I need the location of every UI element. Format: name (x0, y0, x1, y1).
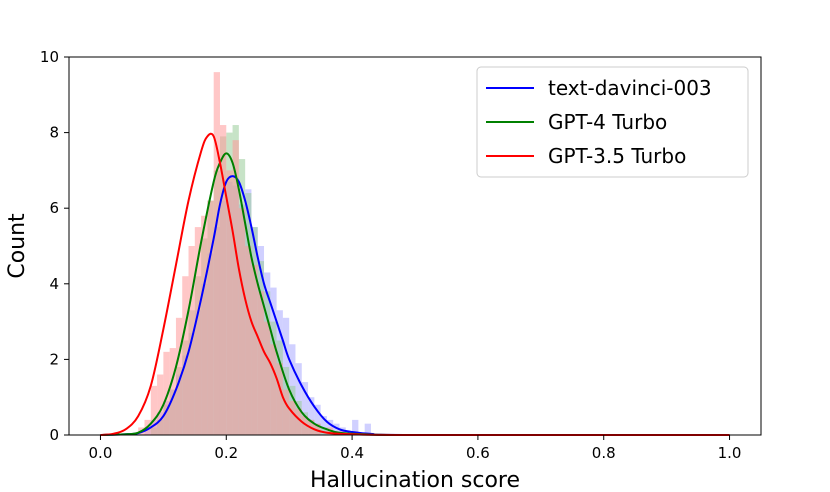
hist-bar-s0-33 (364, 423, 371, 435)
y-tick-label-2: 4 (49, 275, 59, 293)
hist-bar-s0-25 (301, 382, 309, 435)
hist-bar-s2-21 (270, 344, 277, 435)
legend-box (476, 66, 749, 178)
kde-curves (100, 132, 730, 437)
hist-bar-s0-32 (352, 419, 359, 435)
hist-bar-s2-4 (163, 351, 170, 435)
hist-bar-s0-26 (308, 397, 315, 435)
legend-label-0: text-davinci-003 (548, 76, 712, 100)
hist-bar-s2-28 (314, 423, 321, 435)
x-axis-title: Hallucination score (310, 468, 520, 492)
y-axis-ticks: 0 2 4 6 8 10 (40, 48, 69, 444)
hist-bar-s2-25 (295, 408, 302, 435)
hist-bar-s2-10 (201, 215, 208, 435)
hist-bar-s2-16 (238, 208, 246, 435)
hist-bar-s2-17 (245, 246, 252, 435)
hist-bar-s2-24 (289, 400, 296, 435)
hist-bar-s2-2 (150, 385, 158, 435)
x-tick-label-5: 1.0 (718, 444, 742, 462)
hist-bar-s0-28 (320, 416, 327, 435)
y-tick-label-3: 6 (49, 199, 59, 217)
hist-bar-s2-23 (282, 389, 290, 435)
hist-bar-s2-20 (264, 321, 271, 435)
legend-label-1: GPT-4 Turbo (548, 110, 667, 134)
y-tick-label-0: 0 (49, 426, 59, 444)
hist-bar-s0-27 (314, 404, 321, 435)
hist-bar-s0-24 (295, 363, 302, 435)
y-tick-label-4: 8 (49, 124, 59, 142)
legend: text-davinci-003 GPT-4 Turbo GPT-3.5 Turbo (476, 66, 749, 178)
x-tick-label-1: 0.2 (214, 444, 238, 462)
hist-bar-s0-30 (333, 423, 340, 435)
hist-bar-s2-9 (194, 227, 202, 435)
y-tick-label-5: 10 (40, 48, 59, 66)
x-tick-label-4: 0.8 (592, 444, 616, 462)
hist-bar-s2-12 (213, 72, 220, 436)
hist-bar-s2-13 (219, 125, 227, 435)
hist-bar-s2-7 (182, 276, 189, 435)
kde-line-1 (100, 152, 730, 437)
hist-bar-s2-14 (226, 170, 233, 435)
kde-line-0 (100, 175, 730, 437)
y-axis-title: Count (5, 213, 30, 279)
plot-area-frame (68, 56, 762, 436)
x-axis-ticks: 0.0 0.2 0.4 0.6 0.8 1.0 (89, 435, 742, 462)
x-tick-label-0: 0.0 (89, 444, 113, 462)
hist-bar-s2-26 (301, 416, 309, 435)
kde-line-2 (100, 132, 730, 437)
hist-bar-s2-19 (257, 291, 265, 435)
hist-bar-s2-18 (251, 264, 258, 435)
x-tick-label-3: 0.6 (466, 444, 490, 462)
hist-bar-s2-5 (169, 348, 176, 435)
hist-bar-s2-3 (157, 374, 164, 435)
hist-bar-s2-11 (207, 200, 214, 435)
x-tick-label-2: 0.4 (340, 444, 364, 462)
y-tick-label-1: 2 (49, 350, 59, 368)
hist-bar-s2-6 (175, 317, 183, 435)
hist-bar-s2-15 (232, 140, 239, 435)
hist-bar-s2-22 (276, 363, 283, 435)
legend-label-2: GPT-3.5 Turbo (548, 144, 686, 168)
